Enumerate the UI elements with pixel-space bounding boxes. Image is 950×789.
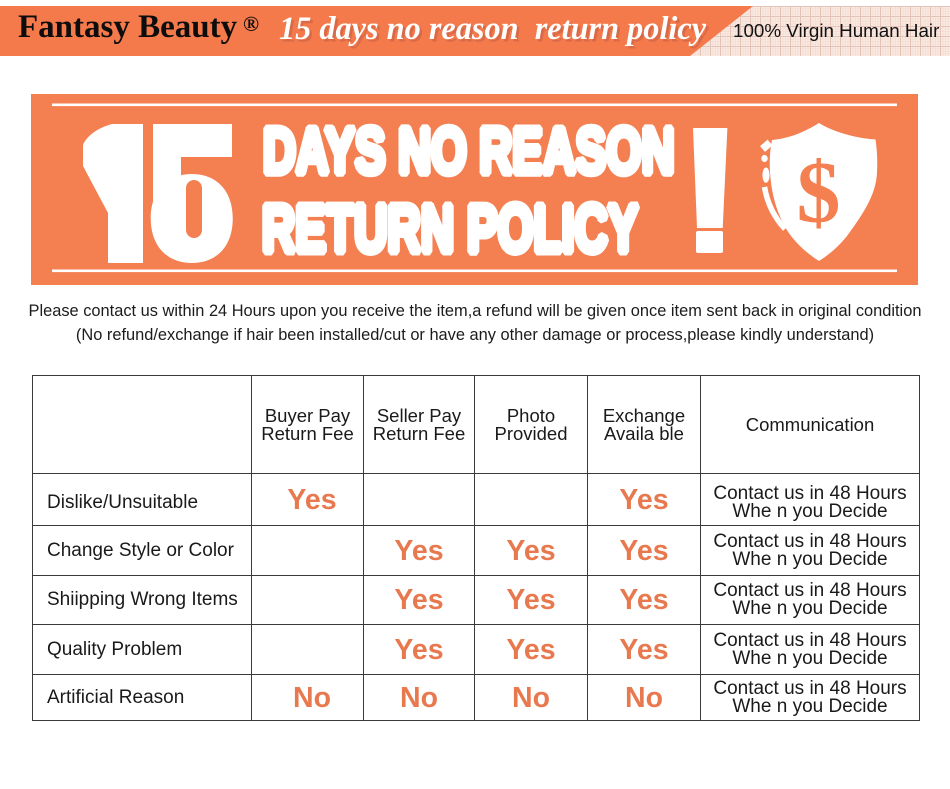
svg-text:$: $ [797, 145, 841, 242]
svg-text:RETURN POLICY: RETURN POLICY [262, 192, 639, 266]
svg-text:DAYS NO REASON: DAYS NO REASON [263, 114, 675, 187]
